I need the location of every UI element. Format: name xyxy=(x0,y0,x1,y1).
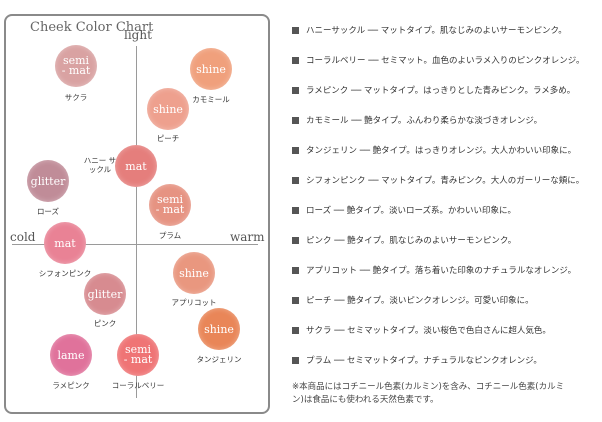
caption-lame-pink: ラメピンク xyxy=(52,381,90,390)
caption-honey: ハニー サックル xyxy=(83,156,117,174)
bullet-icon xyxy=(292,236,299,244)
bullet-icon xyxy=(292,356,299,364)
chip-lame-pink[interactable]: lame xyxy=(50,334,92,376)
list-item: ピンク ── 艶タイプ。肌なじみのよいサーモンピンク。 xyxy=(292,233,516,247)
bullet-icon xyxy=(292,206,299,214)
bullet-icon xyxy=(292,296,299,304)
caption-rose: ローズ xyxy=(36,207,60,216)
chip-camomile[interactable]: shine xyxy=(190,48,232,90)
chip-coral-berry[interactable]: semi - mat xyxy=(117,334,159,376)
chart-title: Cheek Color Chart xyxy=(24,20,160,35)
bullet-icon xyxy=(292,26,299,34)
chart-frame: Cheek Color Chart xyxy=(4,14,270,414)
chip-apricot[interactable]: shine xyxy=(173,252,215,294)
list-item: タンジェリン ── 艶タイプ。はっきりオレンジ。大人かわいい印象に。 xyxy=(292,143,576,157)
list-item: プラム ── セミマットタイプ。ナチュラルなピンクオレンジ。 xyxy=(292,353,542,367)
list-item: コーラルベリー ── セミマット。血色のよいラメ入りのピンクオレンジ。 xyxy=(292,53,584,67)
bullet-icon xyxy=(292,176,299,184)
bullet-icon xyxy=(292,146,299,154)
chip-pink[interactable]: glitter xyxy=(84,273,126,315)
bullet-icon xyxy=(292,56,299,64)
caption-peach: ピーチ xyxy=(156,134,180,143)
chip-plum[interactable]: semi - mat xyxy=(149,184,191,226)
chip-sakura[interactable]: semi - mat xyxy=(55,45,97,87)
axis-label-light: light xyxy=(124,28,152,42)
bullet-icon xyxy=(292,86,299,94)
chip-tangerine[interactable]: shine xyxy=(198,308,240,350)
caption-pink: ピンク xyxy=(93,319,117,328)
list-item: アプリコット ── 艶タイプ。落ち着いた印象のナチュラルなオレンジ。 xyxy=(292,263,576,277)
list-item: ラメピンク ── マットタイプ。はっきりとした青みピンク。ラメ多め。 xyxy=(292,83,575,97)
axis-label-warm: warm xyxy=(230,230,265,244)
note-line-1: ※本商品にはコチニール色素(カルミン)を含み、コチニール色素(カルミ xyxy=(292,382,565,392)
caption-plum: プラム xyxy=(158,231,182,240)
horizontal-axis xyxy=(12,244,258,245)
caption-sakura: サクラ xyxy=(64,93,88,102)
list-item: ハニーサックル ── マットタイプ。肌なじみのよいサーモンピンク。 xyxy=(292,23,567,37)
chip-peach[interactable]: shine xyxy=(147,88,189,130)
list-item: ピーチ ── 艶タイプ。淡いピンクオレンジ。可愛い印象に。 xyxy=(292,293,534,307)
axis-label-cold: cold xyxy=(10,230,36,244)
chip-rose[interactable]: glitter xyxy=(27,160,69,202)
bullet-icon xyxy=(292,326,299,334)
bullet-icon xyxy=(292,116,299,124)
caption-chiffon-pink: シフォンピンク xyxy=(38,269,92,278)
bullet-icon xyxy=(292,266,299,274)
list-item: サクラ ── セミマットタイプ。淡い桜色で色白さんに超人気色。 xyxy=(292,323,551,337)
caption-coral-berry: コーラルベリー xyxy=(111,381,165,390)
list-item: ローズ ── 艶タイプ。淡いローズ系。かわいい印象に。 xyxy=(292,203,516,217)
caption-camomile: カモミール xyxy=(192,95,230,104)
chip-chiffon-pink[interactable]: mat xyxy=(44,222,86,264)
vertical-axis xyxy=(136,46,137,398)
caption-apricot: アプリコット xyxy=(171,298,217,307)
caption-tangerine: タンジェリン xyxy=(196,355,242,364)
list-item: シフォンピンク ── マットタイプ。青みピンク。大人のガーリーな頬に。 xyxy=(292,173,584,187)
list-item: カモミール ── 艶タイプ。ふんわり柔らかな淡づきオレンジ。 xyxy=(292,113,542,127)
chip-honey[interactable]: mat xyxy=(115,145,157,187)
note-line-2: ン)は食品にも使われる天然色素です。 xyxy=(292,395,439,405)
ingredient-note: ※本商品にはコチニール色素(カルミン)を含み、コチニール色素(カルミ ン)は食品… xyxy=(292,381,598,407)
